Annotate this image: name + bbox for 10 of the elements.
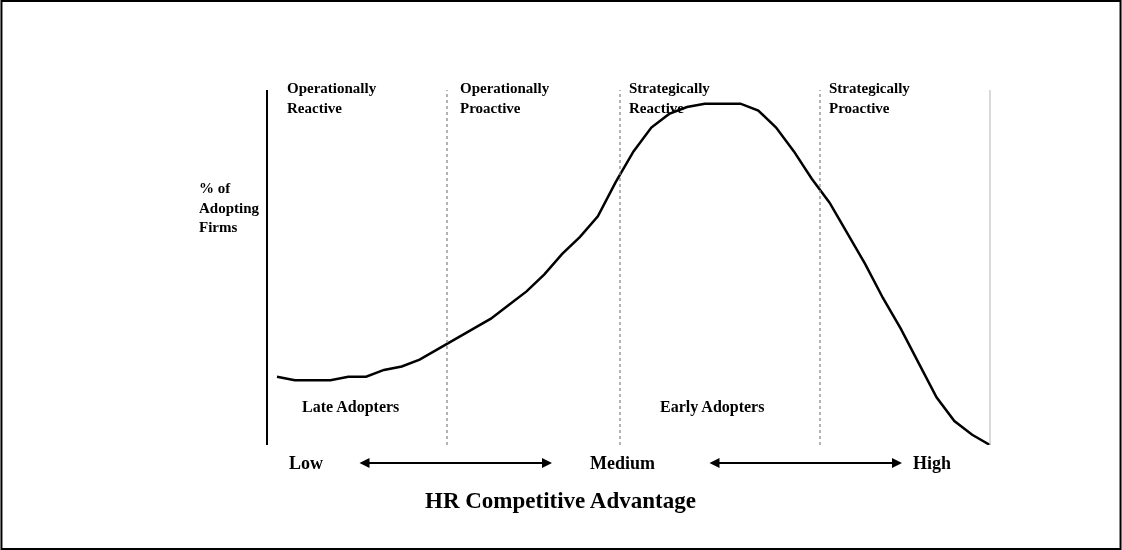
annotation: Early Adopters xyxy=(660,398,765,416)
y-axis-title: % of Adopting Firms xyxy=(199,180,260,235)
text: Low xyxy=(289,453,324,473)
text: Medium xyxy=(590,453,655,473)
text: High xyxy=(913,453,952,473)
annotation: Operationally Proactive xyxy=(460,80,550,116)
annotation: Operationally Reactive xyxy=(287,80,377,116)
annotation: Late Adopters xyxy=(302,398,400,416)
text: HR Competitive Advantage xyxy=(425,488,696,513)
annotation: Strategically Proactive xyxy=(829,80,911,116)
